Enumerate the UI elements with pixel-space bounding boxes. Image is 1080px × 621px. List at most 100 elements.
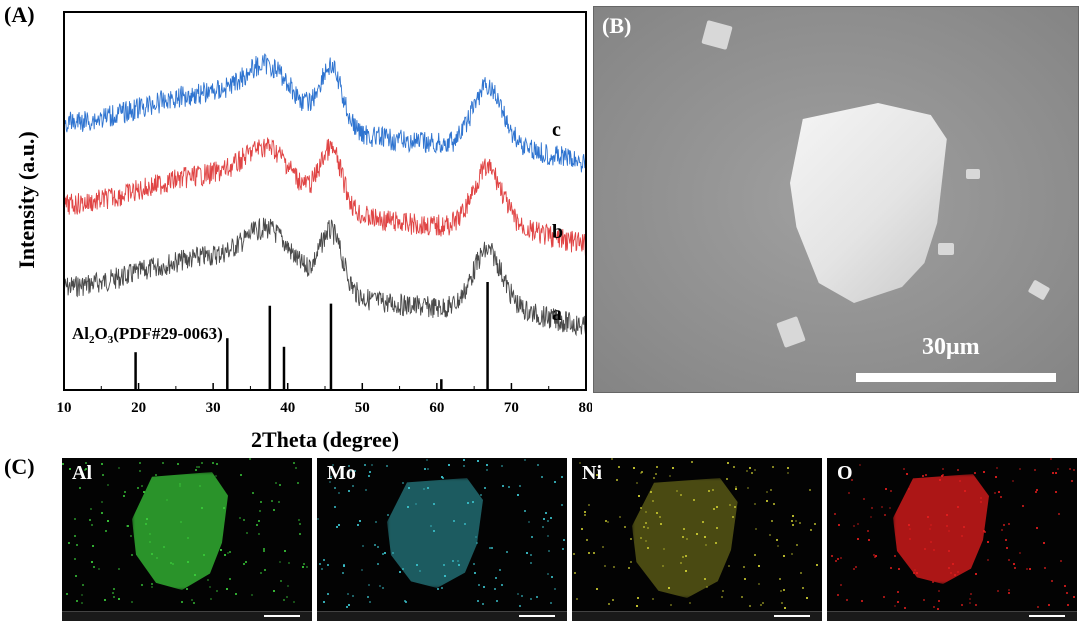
- series-line-b: [63, 137, 587, 256]
- edx-speck: [210, 598, 212, 600]
- edx-speck: [974, 472, 976, 474]
- x-tick-label: 50: [355, 400, 370, 416]
- edx-speck: [278, 501, 280, 503]
- edx-speck: [800, 572, 802, 574]
- edx-speck: [264, 569, 266, 571]
- edx-speck: [295, 467, 297, 469]
- edx-element-label: Ni: [582, 462, 602, 484]
- edx-speck: [68, 542, 70, 544]
- edx-speck: [871, 507, 873, 509]
- edx-speck: [352, 595, 354, 597]
- edx-speck: [969, 602, 971, 604]
- edx-speck: [474, 572, 476, 574]
- edx-speck: [528, 521, 530, 523]
- edx-speck: [139, 470, 141, 472]
- edx-speck: [143, 491, 145, 493]
- edx-speck: [618, 466, 620, 468]
- sem-particle: [790, 103, 947, 303]
- edx-speck: [201, 462, 203, 464]
- edx-speck: [489, 547, 491, 549]
- edx-speck: [950, 572, 952, 574]
- edx-speck: [519, 605, 521, 607]
- edx-element-label: Mo: [327, 462, 356, 484]
- edx-speck: [112, 592, 114, 594]
- edx-speck: [959, 480, 961, 482]
- edx-speck: [379, 585, 381, 587]
- edx-speck: [408, 487, 410, 489]
- edx-speck: [927, 516, 929, 518]
- edx-speck: [909, 528, 911, 530]
- edx-speck: [636, 605, 638, 607]
- edx-speck: [1069, 468, 1071, 470]
- edx-speck: [554, 588, 556, 590]
- edx-speck: [760, 604, 762, 606]
- edx-speck: [848, 492, 850, 494]
- edx-speck: [287, 585, 289, 587]
- edx-speck: [588, 504, 590, 506]
- edx-speck: [364, 464, 366, 466]
- ref-label-pdf: (PDF#29-0063): [113, 324, 223, 343]
- edx-speck: [530, 562, 532, 564]
- edx-speck: [1026, 568, 1028, 570]
- ref-label-sub2: 3: [108, 334, 114, 346]
- edx-speck: [779, 578, 781, 580]
- edx-speck: [170, 562, 172, 564]
- edx-speck: [288, 562, 290, 564]
- edx-speck: [769, 534, 771, 536]
- edx-speck: [613, 566, 615, 568]
- edx-speck: [275, 482, 277, 484]
- edx-speck: [946, 514, 948, 516]
- edx-speck: [747, 487, 749, 489]
- edx-speck: [942, 468, 944, 470]
- edx-speck: [1037, 606, 1039, 608]
- edx-speck: [1064, 585, 1066, 587]
- edx-speck: [62, 463, 64, 465]
- edx-speck: [131, 601, 133, 603]
- edx-speck: [494, 588, 496, 590]
- edx-speck: [463, 459, 465, 461]
- edx-speck: [130, 535, 132, 537]
- edx-speck: [904, 607, 906, 609]
- edx-speck: [191, 599, 193, 601]
- edx-speck: [547, 520, 549, 522]
- edx-speck: [1066, 592, 1068, 594]
- edx-speck: [916, 572, 918, 574]
- edx-speck: [1036, 527, 1038, 529]
- edx-speck: [640, 472, 642, 474]
- edx-speck: [1008, 589, 1010, 591]
- edx-speck: [338, 524, 340, 526]
- edx-speck: [350, 470, 352, 472]
- edx-speck: [508, 486, 510, 488]
- edx-speck: [151, 553, 153, 555]
- edx-speck: [104, 599, 106, 601]
- edx-speck: [367, 596, 369, 598]
- edx-speck: [293, 601, 295, 603]
- edx-speck: [970, 593, 972, 595]
- edx-speck: [194, 574, 196, 576]
- edx-speck: [596, 474, 598, 476]
- edx-speck: [477, 460, 479, 462]
- edx-speck: [802, 587, 804, 589]
- edx-speck: [663, 548, 665, 550]
- edx-speck: [299, 533, 301, 535]
- edx-speck: [1008, 592, 1010, 594]
- edx-speck: [463, 465, 465, 467]
- edx-speck: [744, 578, 746, 580]
- edx-speck: [913, 572, 915, 574]
- edx-speck: [530, 598, 532, 600]
- edx-speck: [76, 600, 78, 602]
- edx-speck: [334, 506, 336, 508]
- edx-speck: [101, 463, 103, 465]
- edx-speck: [749, 605, 751, 607]
- edx-speck: [705, 544, 707, 546]
- edx-speck: [186, 588, 188, 590]
- edx-speck: [987, 559, 989, 561]
- edx-speck: [118, 467, 120, 469]
- edx-speck: [914, 569, 916, 571]
- edx-speck: [806, 597, 808, 599]
- edx-speck: [74, 535, 76, 537]
- edx-speck: [987, 541, 989, 543]
- edx-speck: [98, 568, 100, 570]
- edx-speck: [792, 515, 794, 517]
- edx-speck: [588, 552, 590, 554]
